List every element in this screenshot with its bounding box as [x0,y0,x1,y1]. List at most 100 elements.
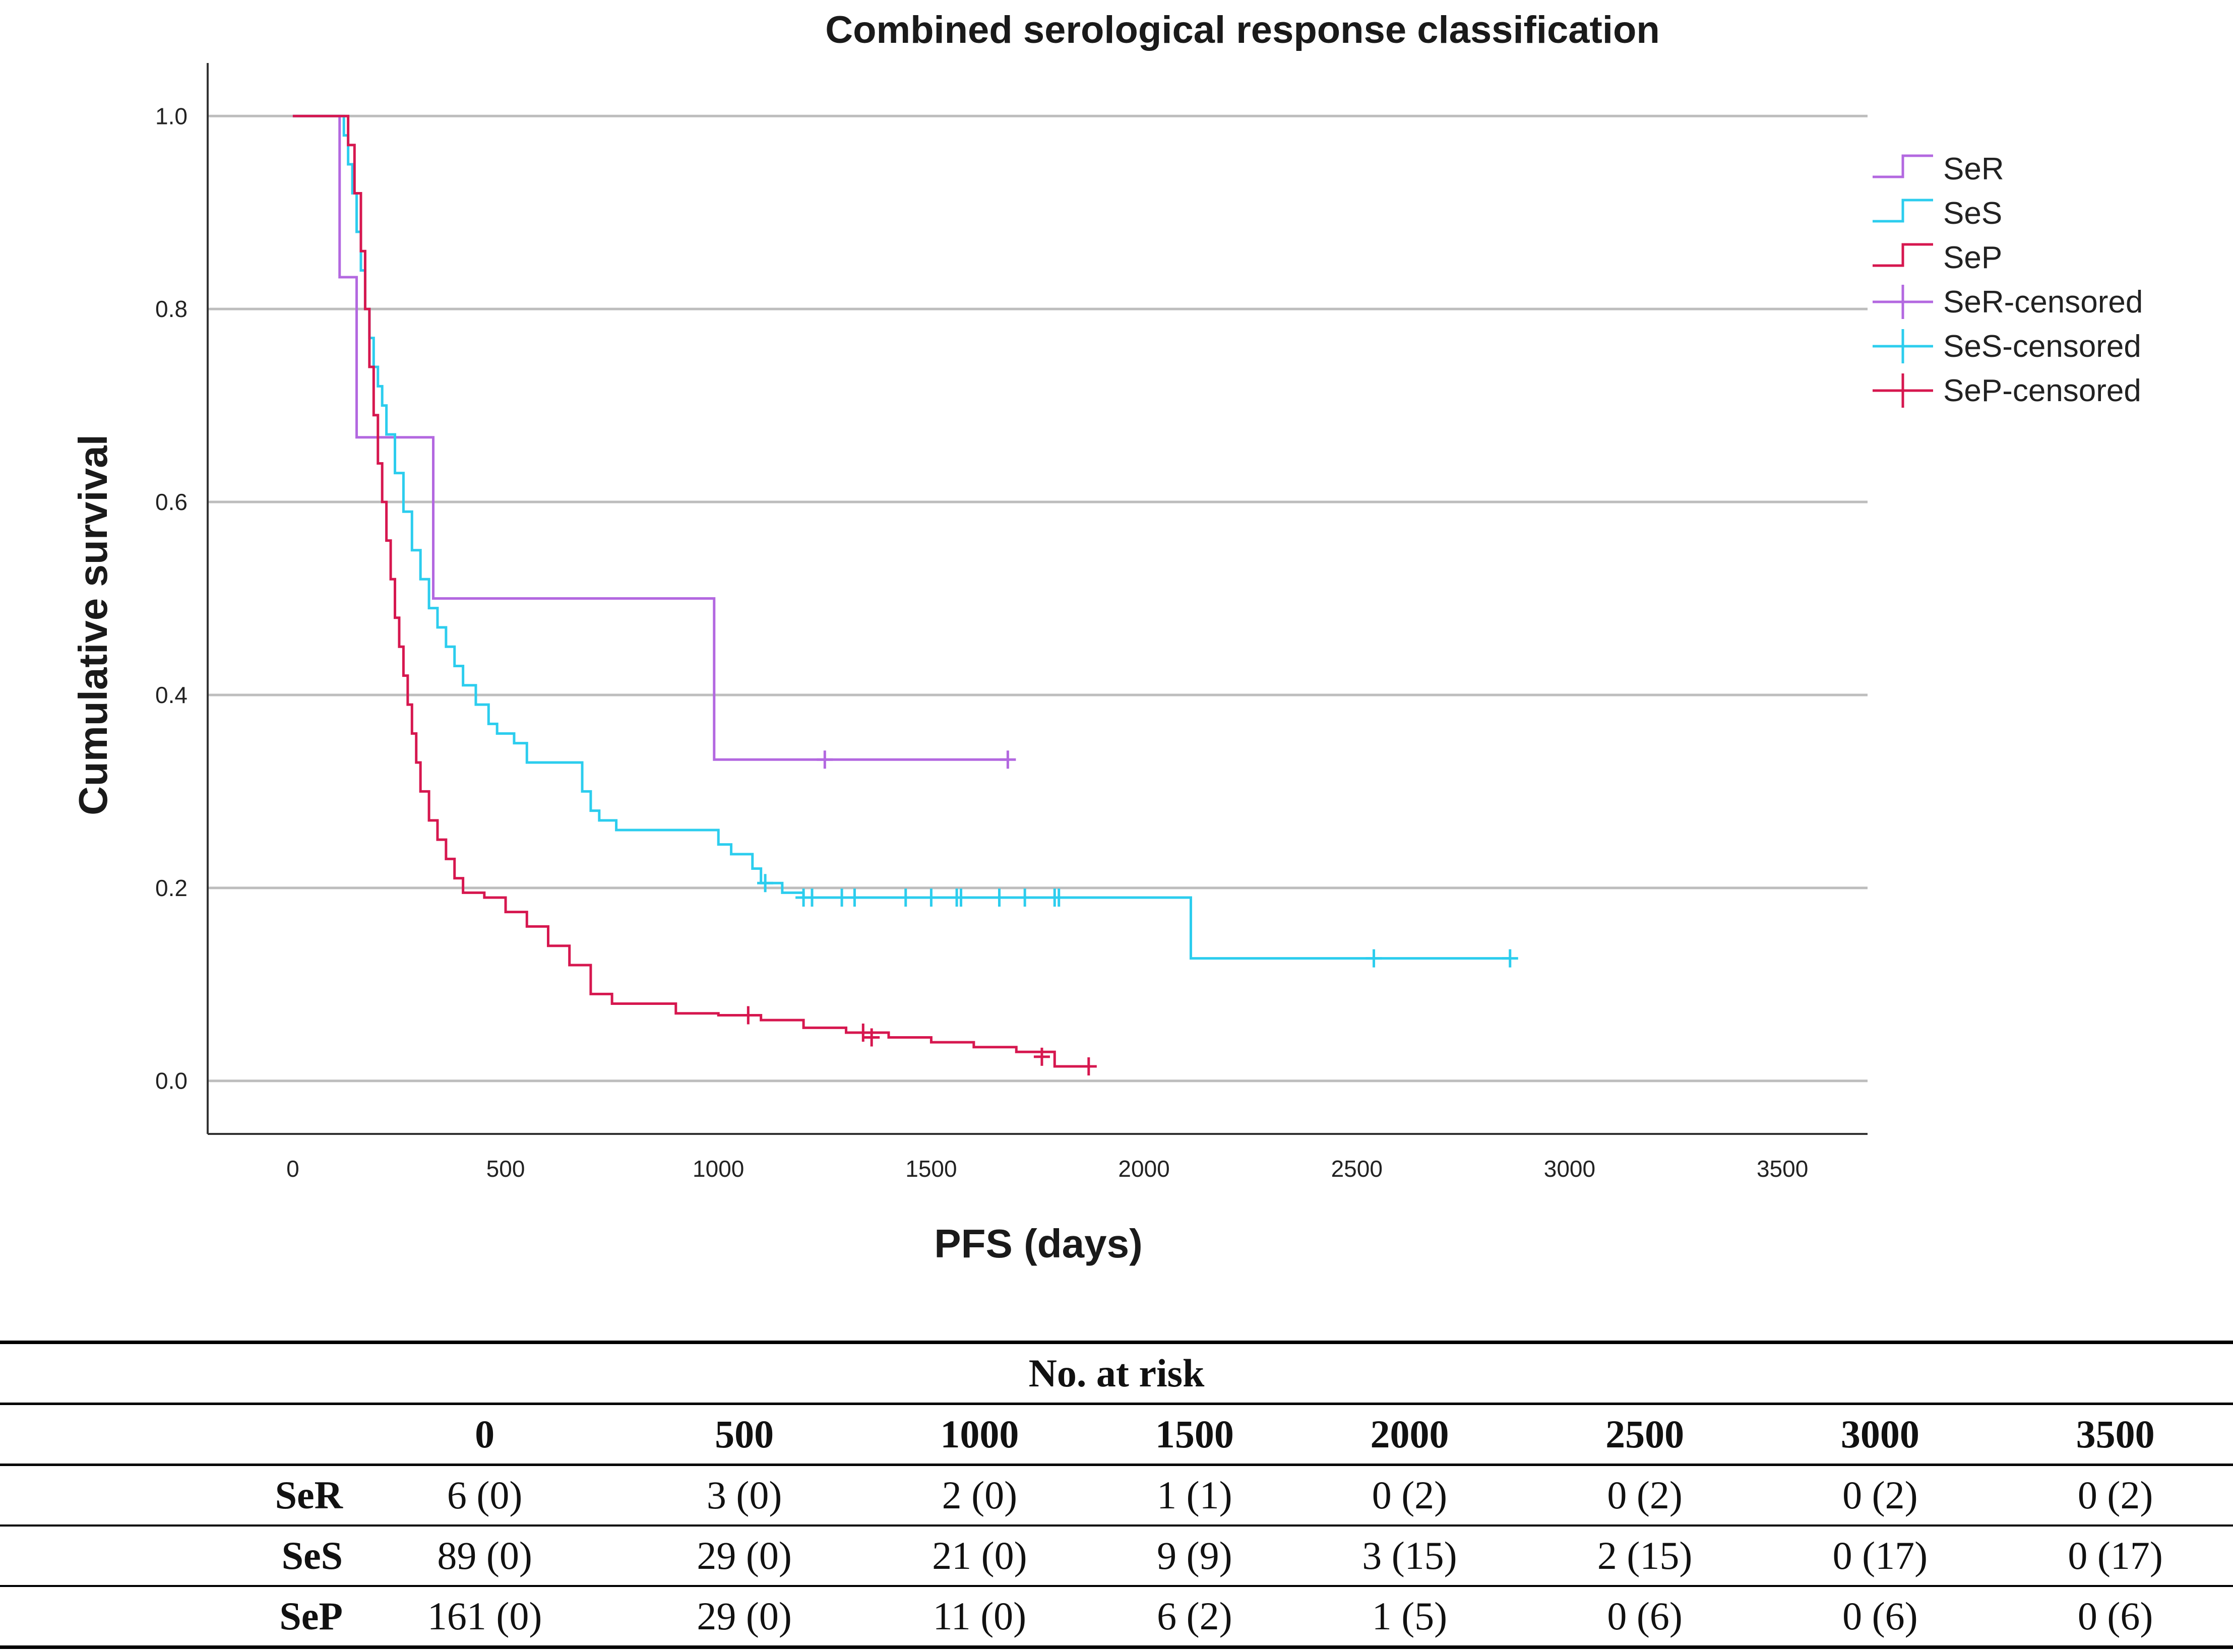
x-tick-label: 2500 [1331,1156,1383,1182]
series-lines [292,114,1510,1068]
legend-swatch-ses-censored [1873,329,1933,363]
risk-cell: 29 (0) [627,1586,862,1649]
risk-cell: 0 (2) [1998,1465,2233,1527]
risk-table-caption: No. at risk [0,1341,2233,1405]
risk-cell: 3 (15) [1292,1526,1527,1587]
ses-censor-mark [1050,888,1067,907]
x-tick-label: 500 [486,1156,525,1182]
risk-cell: 3 (0) [627,1465,862,1527]
risk-cell: 2 (15) [1527,1526,1763,1587]
risk-col-header: 0 [343,1404,627,1466]
legend-label: SeR [1943,152,2004,186]
risk-cell: 0 (2) [1292,1465,1527,1527]
sep-censor-mark [740,1006,757,1025]
legend-swatch-ser [1873,154,1933,178]
legend-label: SeP-censored [1943,373,2141,408]
ses-survival-line [292,114,1510,960]
y-tick-label: 0.0 [155,1068,188,1094]
risk-col-header: 500 [627,1404,862,1466]
risk-cell: 2 (0) [862,1465,1097,1527]
risk-cell: 0 (6) [1527,1586,1763,1649]
sep-censor-mark [863,1028,880,1047]
legend-label: SeR-censored [1943,285,2143,320]
risk-col-header: 3000 [1762,1404,1998,1466]
risk-table-header: 0 500 1000 1500 2000 2500 3000 3500 [0,1404,2233,1466]
y-tick-label: 0.4 [155,682,188,708]
risk-cell: 11 (0) [862,1586,1097,1649]
risk-row-sep: SeP 161 (0) 29 (0) 11 (0) 6 (2) 1 (5) 0 (6) 0 (… [0,1586,2233,1649]
x-tick-label: 1500 [905,1156,957,1182]
ser-censor-mark [1000,750,1016,769]
sep-survival-line [292,114,1089,1068]
risk-cell: 0 (6) [1998,1586,2233,1649]
legend: SeR SeS SeP SeR-censored SeS-censored SeP-cen… [1873,152,2143,408]
risk-row-ser: SeR 6 (0) 3 (0) 2 (0) 1 (1) 0 (2) 0 (2) 0 (2) 0 … [0,1465,2233,1527]
x-tick-label: 2000 [1118,1156,1169,1182]
risk-col-header: 3500 [1998,1404,2233,1466]
ses-censor-mark [846,888,863,907]
risk-cell: 29 (0) [627,1526,862,1587]
risk-table: No. at risk 0 500 1000 1500 2000 2500 3000 3500… [0,1341,2233,1649]
x-tick-label: 3500 [1757,1156,1808,1182]
risk-cell: 0 (6) [1762,1586,1998,1649]
legend-swatch-ser-censored [1873,285,1933,319]
ses-censor-mark [1502,949,1518,968]
y-axis-title: Cumulative survival [71,434,115,815]
risk-col-header: 2500 [1527,1404,1763,1466]
risk-cell: 0 (17) [1762,1526,1998,1587]
ses-censor-mark [803,888,820,907]
risk-row-label: SeR [0,1465,343,1527]
sep-censor-mark [1080,1057,1097,1075]
y-tick-label: 1.0 [155,103,188,129]
chart-title: Combined serological response classifica… [825,9,1660,51]
x-axis-title: PFS (days) [934,1221,1142,1266]
legend-swatch-ses [1873,199,1933,223]
ses-censor-mark [897,888,914,907]
risk-cell: 0 (17) [1998,1526,2233,1587]
ses-censor-mark [991,888,1008,907]
grid-lines [208,114,1868,1083]
y-tick-label: 0.2 [155,875,188,901]
risk-cell: 6 (2) [1097,1586,1292,1649]
legend-label: SeP [1943,240,2002,275]
risk-cell: 0 (2) [1527,1465,1763,1527]
risk-cell: 6 (0) [343,1465,627,1527]
risk-cell: 0 (2) [1762,1465,1998,1527]
risk-row-label: SeP [0,1586,343,1649]
risk-cell: 21 (0) [862,1526,1097,1587]
risk-cell: 1 (1) [1097,1465,1292,1527]
risk-table-body: SeR 6 (0) 3 (0) 2 (0) 1 (1) 0 (2) 0 (2) 0 (2) 0 … [0,1465,2233,1649]
x-tick-label: 3000 [1544,1156,1595,1182]
y-tick-label: 0.8 [155,296,188,322]
risk-cell: 9 (9) [1097,1526,1292,1587]
risk-col-header: 2000 [1292,1404,1527,1466]
ses-censor-mark [1366,949,1382,968]
tick-labels: 0 500 1000 1500 2000 2500 3000 3500 0.0 0.2 0.4 0.6… [155,103,1808,1182]
ses-censor-mark [923,888,940,907]
legend-swatch-sep [1873,243,1933,267]
risk-row-ses: SeS 89 (0) 29 (0) 21 (0) 9 (9) 3 (15) 2 (15) 0 … [0,1526,2233,1587]
risk-table-corner [0,1404,343,1466]
risk-cell: 89 (0) [343,1526,627,1587]
axes [207,63,1868,1135]
x-tick-label: 1000 [693,1156,744,1182]
ser-censor-mark [817,750,833,769]
risk-cell: 1 (5) [1292,1586,1527,1649]
ses-censor-mark [757,874,774,893]
legend-swatch-sep-censored [1873,373,1933,408]
ses-censor-mark [1017,888,1033,907]
risk-col-header: 1000 [862,1404,1097,1466]
x-tick-label: 0 [286,1156,299,1182]
risk-row-label: SeS [0,1526,343,1587]
sep-censor-mark [855,1023,872,1042]
km-chart: Combined serological response classifica… [71,9,2143,1266]
risk-col-header: 1500 [1097,1404,1292,1466]
legend-label: SeS-censored [1943,329,2141,364]
sep-censor-mark [1033,1047,1050,1066]
y-tick-label: 0.6 [155,489,188,515]
legend-label: SeS [1943,196,2002,231]
risk-cell: 161 (0) [343,1586,627,1649]
censor-marks [740,750,1518,1075]
ser-survival-line [292,114,1008,761]
ses-censor-mark [953,888,969,907]
